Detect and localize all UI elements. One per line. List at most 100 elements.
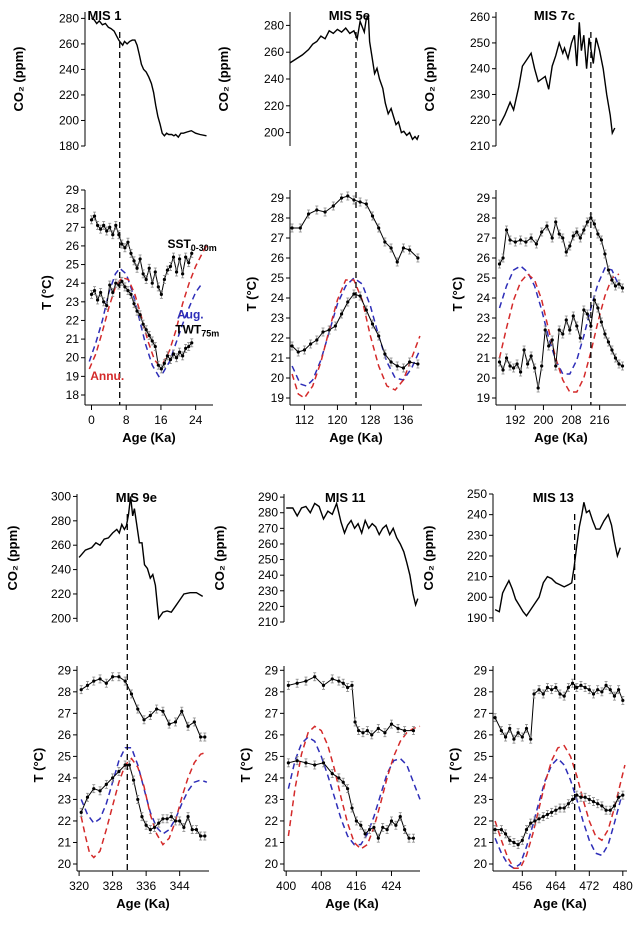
annual-curve bbox=[494, 744, 626, 870]
twt-point bbox=[564, 318, 568, 322]
sst-point bbox=[187, 261, 191, 265]
sst-point bbox=[168, 264, 173, 269]
twt-point bbox=[575, 793, 579, 797]
sst-point bbox=[370, 733, 374, 737]
twt-point bbox=[407, 836, 411, 840]
twt-point bbox=[540, 364, 544, 368]
sst-point bbox=[331, 204, 335, 208]
temp-tick-label: 20 bbox=[474, 857, 488, 871]
panel-title: MIS 9e bbox=[116, 490, 157, 505]
sst-point bbox=[578, 236, 582, 240]
twt-point bbox=[123, 285, 127, 289]
sst-point bbox=[142, 718, 146, 722]
twt-point bbox=[600, 804, 604, 808]
twt-point bbox=[144, 823, 148, 827]
twt-point bbox=[583, 795, 587, 799]
temp-tick-label: 25 bbox=[474, 749, 488, 763]
temp-tick-label: 29 bbox=[474, 663, 488, 677]
temp-tick-label: 25 bbox=[271, 271, 285, 285]
co2-axis-label: CO₂ (ppm) bbox=[421, 526, 436, 591]
co2-tick-label: 260 bbox=[59, 37, 79, 51]
temp-tick-label: 21 bbox=[58, 835, 72, 849]
twt-point bbox=[359, 823, 363, 827]
x-tick-label: 424 bbox=[381, 879, 401, 893]
twt-point bbox=[85, 795, 90, 799]
panel-title: MIS 5e bbox=[329, 8, 370, 23]
sst-point bbox=[132, 259, 136, 263]
x-axis-label: Age (Ka) bbox=[122, 430, 175, 445]
twt-point bbox=[606, 340, 611, 344]
twt-point bbox=[554, 808, 558, 812]
temp-tick-label: 24 bbox=[265, 771, 279, 785]
sst-point bbox=[557, 232, 561, 236]
twt-point bbox=[171, 352, 176, 356]
sst-point bbox=[181, 272, 185, 276]
sst-point bbox=[117, 675, 121, 679]
sst-point bbox=[147, 266, 151, 270]
co2-tick-label: 250 bbox=[470, 36, 490, 50]
sst-point bbox=[92, 214, 97, 218]
sst-point bbox=[126, 240, 130, 244]
sst-point bbox=[286, 683, 290, 687]
temp-tick-label: 27 bbox=[66, 220, 80, 234]
twt-point bbox=[603, 332, 607, 336]
aug-label: Aug. bbox=[177, 308, 204, 322]
sst-point bbox=[339, 196, 344, 200]
x-tick-label: 464 bbox=[546, 879, 566, 893]
twt-point bbox=[401, 366, 406, 370]
twt-point bbox=[111, 290, 115, 295]
x-tick-label: 416 bbox=[346, 879, 366, 893]
sst-point bbox=[504, 228, 509, 232]
sst-point bbox=[346, 685, 350, 690]
twt-point bbox=[516, 843, 520, 847]
sst-point bbox=[156, 285, 160, 289]
twt-point bbox=[547, 344, 551, 348]
twt-point bbox=[536, 386, 540, 390]
co2-tick-label: 230 bbox=[467, 528, 487, 542]
sst-point bbox=[558, 692, 562, 696]
sst-point bbox=[579, 683, 583, 687]
twt-label: TWT75m bbox=[175, 323, 219, 339]
temp-tick-label: 28 bbox=[474, 685, 488, 699]
sst-point bbox=[550, 688, 554, 692]
co2-tick-label: 220 bbox=[51, 587, 71, 601]
sst-point bbox=[554, 220, 558, 224]
twt-point bbox=[190, 827, 194, 832]
twt-point bbox=[520, 838, 524, 842]
x-axis-label: Age (Ka) bbox=[325, 896, 378, 911]
twt-point bbox=[612, 804, 617, 808]
twt-point bbox=[501, 368, 505, 372]
panel-2: 200 220 240 260 280 CO₂ (ppm) MIS 5e 19 20 21 22 23… bbox=[216, 8, 422, 445]
sst-point bbox=[315, 208, 319, 212]
twt-point bbox=[136, 797, 140, 802]
sst-point bbox=[352, 198, 356, 202]
twt-point bbox=[150, 339, 154, 343]
twt-point bbox=[558, 806, 562, 810]
x-tick-label: 128 bbox=[360, 413, 380, 427]
x-tick-label: 336 bbox=[136, 879, 156, 893]
twt-point bbox=[370, 322, 375, 326]
sst-point bbox=[518, 238, 523, 242]
co2-tick-label: 220 bbox=[264, 99, 284, 113]
temp-tick-label: 21 bbox=[477, 351, 491, 365]
co2-tick-label: 190 bbox=[467, 611, 487, 625]
sst-point bbox=[513, 240, 517, 244]
co2-tick-label: 250 bbox=[467, 487, 487, 501]
twt-point bbox=[408, 360, 412, 364]
temp-tick-label: 23 bbox=[66, 295, 80, 309]
twt-point bbox=[304, 761, 308, 765]
twt-point bbox=[364, 308, 368, 312]
sst-point bbox=[144, 277, 148, 282]
x-axis-label: Age (Ka) bbox=[116, 896, 169, 911]
sst-point bbox=[534, 242, 539, 246]
twt-point bbox=[89, 292, 94, 296]
sst-point bbox=[545, 224, 549, 228]
sst-point bbox=[540, 230, 544, 234]
twt-point bbox=[550, 338, 554, 342]
twt-point bbox=[571, 314, 575, 318]
sst-point bbox=[377, 226, 381, 230]
co2-tick-label: 240 bbox=[59, 62, 79, 76]
sst-point bbox=[114, 223, 118, 228]
temp-tick-label: 29 bbox=[265, 663, 279, 677]
sst-point bbox=[395, 260, 399, 264]
